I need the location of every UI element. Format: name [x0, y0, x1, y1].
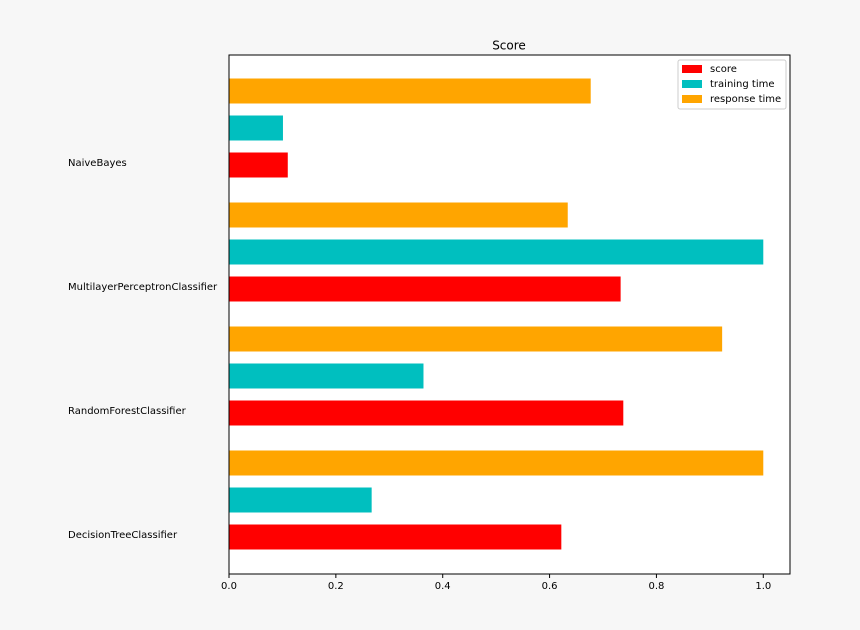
bar [229, 524, 562, 550]
plot-frame [228, 54, 791, 575]
legend-swatch [682, 65, 702, 73]
x-tick-label: 0.0 [221, 581, 237, 592]
bar [229, 450, 764, 476]
bar [229, 115, 283, 141]
chart-title: Score [492, 39, 526, 53]
legend-swatch [682, 80, 702, 88]
bar [229, 487, 372, 513]
x-tick-label: 0.6 [542, 581, 558, 592]
legend-label: response time [710, 94, 781, 105]
x-tick-label: 0.4 [435, 581, 451, 592]
bar [229, 400, 624, 426]
bar [229, 363, 424, 389]
legend-label: score [710, 64, 737, 75]
bar [229, 78, 591, 104]
x-tick-label: 0.2 [328, 581, 344, 592]
bar [229, 326, 723, 352]
bar [229, 239, 764, 265]
x-tick-label: 0.8 [648, 581, 664, 592]
bar [229, 202, 568, 228]
x-tick-label: 1.0 [755, 581, 771, 592]
bar [229, 276, 621, 302]
legend-label: training time [710, 79, 775, 90]
legend-box [677, 59, 787, 110]
y-tick-label: NaiveBayes [68, 158, 127, 169]
y-tick-label: DecisionTreeClassifier [68, 530, 178, 541]
legend-swatch [682, 95, 702, 103]
y-tick-label: MultilayerPerceptronClassifier [68, 282, 218, 293]
bar [229, 152, 288, 178]
y-tick-label: RandomForestClassifier [68, 406, 187, 417]
